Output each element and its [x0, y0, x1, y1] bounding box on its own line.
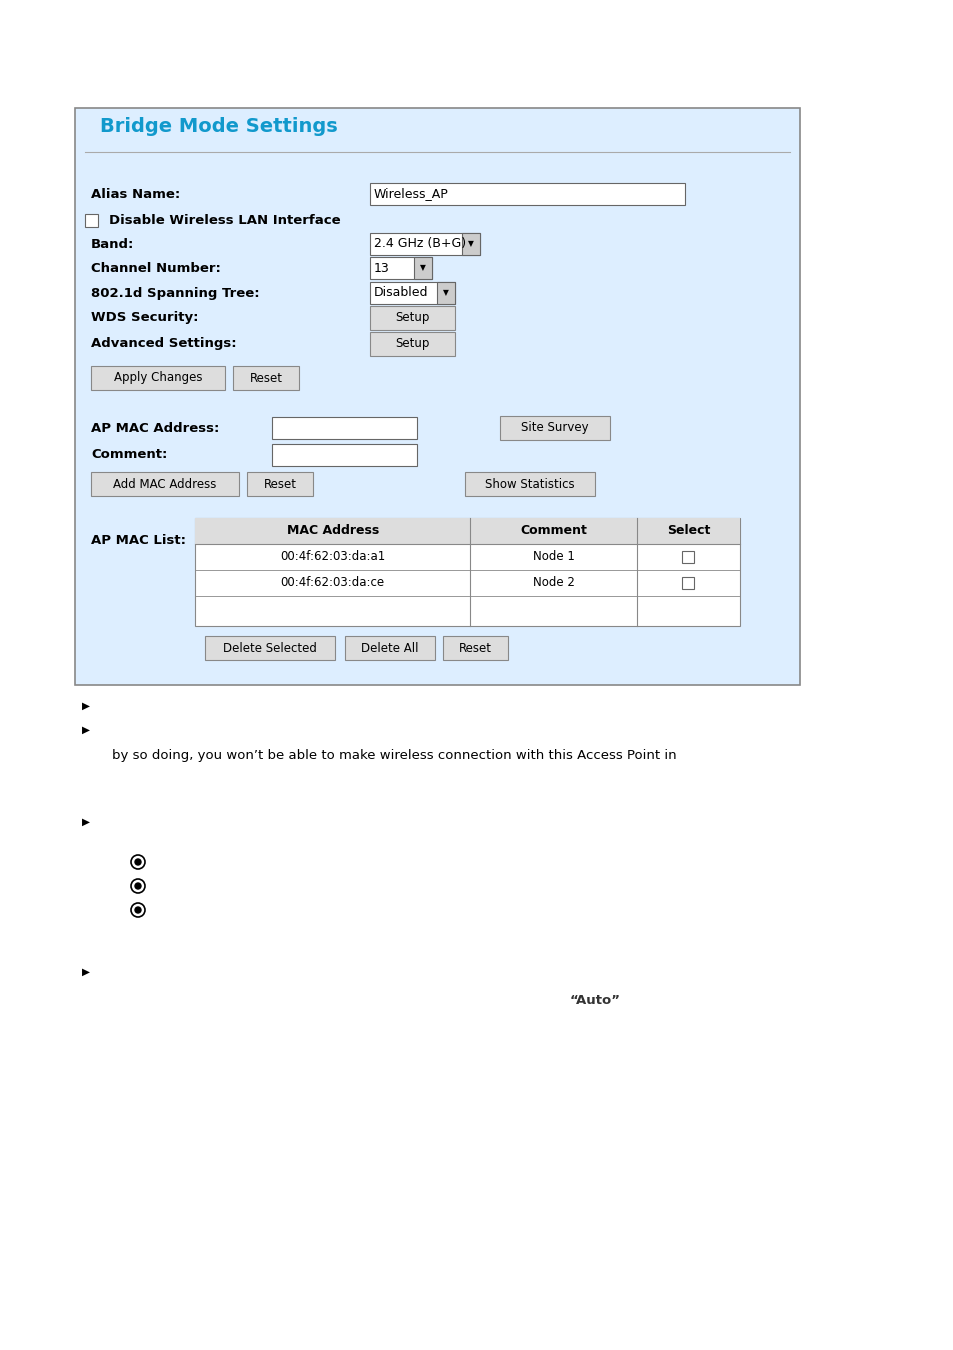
Text: ▶: ▶ [82, 967, 90, 977]
Bar [272, 444, 416, 466]
Bar [370, 332, 455, 356]
Text: Site Survey: Site Survey [520, 421, 588, 435]
Text: Add MAC Address: Add MAC Address [113, 478, 216, 490]
Bar [499, 416, 609, 440]
Text: Disable Wireless LAN Interface: Disable Wireless LAN Interface [109, 213, 340, 227]
Text: Bridge Mode Settings: Bridge Mode Settings [100, 117, 337, 136]
Bar [91, 472, 239, 495]
Text: Node 2: Node 2 [532, 576, 574, 590]
Circle shape [135, 883, 141, 890]
Bar [370, 306, 455, 329]
Bar [205, 636, 335, 660]
Text: ▶: ▶ [82, 817, 90, 828]
Bar [75, 108, 800, 684]
Text: Delete All: Delete All [361, 641, 418, 655]
Bar [681, 576, 694, 589]
Text: 00:4f:62:03:da:a1: 00:4f:62:03:da:a1 [280, 551, 385, 563]
Text: ▶: ▶ [82, 725, 90, 734]
Text: MAC Address: MAC Address [286, 525, 378, 537]
Circle shape [135, 907, 141, 913]
Text: Node 1: Node 1 [532, 551, 574, 563]
Bar [461, 234, 479, 255]
Text: Setup: Setup [395, 338, 429, 351]
Circle shape [135, 859, 141, 865]
Text: AP MAC Address:: AP MAC Address: [91, 421, 219, 435]
Text: Disabled: Disabled [374, 286, 428, 300]
Text: Wireless_AP: Wireless_AP [374, 188, 448, 201]
Bar [370, 282, 455, 304]
Text: Channel Number:: Channel Number: [91, 262, 221, 274]
Bar [233, 366, 298, 390]
Text: Advanced Settings:: Advanced Settings: [91, 338, 236, 351]
Bar [414, 256, 432, 279]
Text: WDS Security:: WDS Security: [91, 312, 198, 324]
Text: 13: 13 [374, 262, 390, 274]
Text: Delete Selected: Delete Selected [223, 641, 316, 655]
Bar [442, 636, 507, 660]
Text: Select: Select [666, 525, 709, 537]
Bar [272, 417, 416, 439]
Text: Reset: Reset [458, 641, 492, 655]
Bar [681, 551, 694, 563]
Text: by so doing, you won’t be able to make wireless connection with this Access Poin: by so doing, you won’t be able to make w… [112, 749, 676, 763]
Text: ▼: ▼ [419, 263, 425, 273]
Text: Alias Name:: Alias Name: [91, 188, 180, 201]
Text: ▼: ▼ [442, 289, 449, 297]
Text: ▶: ▶ [82, 701, 90, 711]
Text: 00:4f:62:03:da:ce: 00:4f:62:03:da:ce [280, 576, 384, 590]
Text: 2.4 GHz (B+G): 2.4 GHz (B+G) [374, 238, 466, 251]
Text: 802.1d Spanning Tree:: 802.1d Spanning Tree: [91, 286, 259, 300]
Text: Setup: Setup [395, 312, 429, 324]
Text: Band:: Band: [91, 238, 134, 251]
Text: Apply Changes: Apply Changes [113, 371, 202, 385]
Text: ▼: ▼ [468, 239, 474, 248]
Bar [194, 518, 740, 626]
Bar [345, 636, 435, 660]
Text: Comment: Comment [519, 525, 586, 537]
Bar [370, 234, 479, 255]
Text: “Auto”: “Auto” [569, 994, 620, 1007]
Bar [91, 366, 225, 390]
Bar [436, 282, 455, 304]
Text: Reset: Reset [263, 478, 296, 490]
Text: Comment:: Comment: [91, 448, 167, 462]
Bar [464, 472, 595, 495]
Text: Show Statistics: Show Statistics [485, 478, 575, 490]
Bar [85, 215, 98, 227]
Text: Reset: Reset [250, 371, 282, 385]
Bar [247, 472, 313, 495]
Text: AP MAC List:: AP MAC List: [91, 533, 186, 547]
Bar [194, 518, 740, 544]
Bar [370, 256, 432, 279]
Bar [370, 184, 684, 205]
